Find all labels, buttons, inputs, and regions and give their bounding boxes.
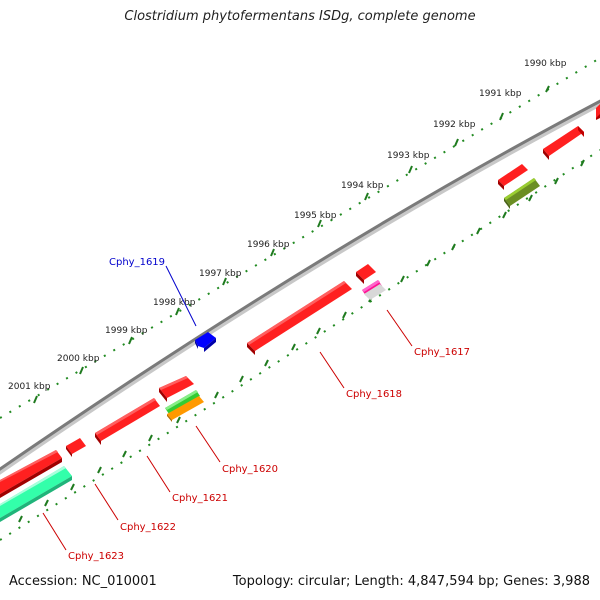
scale-label: 1995 kbp: [294, 211, 337, 221]
genome-backbone: [0, 99, 600, 475]
gene-label-cphy-1617[interactable]: Cphy_1617: [414, 347, 470, 358]
scale-label: 1992 kbp: [433, 120, 476, 130]
gene-cphy-1623-aqua[interactable]: [0, 466, 72, 522]
outer-scale-ring: [0, 57, 600, 419]
gene-cphy-1621[interactable]: [165, 390, 204, 422]
gene-cphy-1618[interactable]: [247, 281, 352, 355]
gene-label-cphy-1622[interactable]: Cphy_1622: [120, 522, 176, 533]
scale-label: 1990 kbp: [524, 59, 567, 69]
genome-summary-text: Topology: circular; Length: 4,847,594 bp…: [232, 574, 590, 589]
gene-features: [0, 104, 600, 522]
gene-label-leaders: [42, 265, 413, 551]
gene-label-cphy-1619[interactable]: Cphy_1619: [109, 257, 165, 268]
gene-label-cphy-1620[interactable]: Cphy_1620: [222, 464, 278, 475]
gene-label-cphy-1618[interactable]: Cphy_1618: [346, 389, 402, 400]
scale-label: 1994 kbp: [341, 181, 384, 191]
gene-label-cphy-1621[interactable]: Cphy_1621: [172, 493, 228, 504]
scale-label: 1996 kbp: [247, 240, 290, 250]
gene-forward-1993[interactable]: [498, 164, 528, 190]
gene-cphy-1617[interactable]: [356, 264, 376, 284]
gene-labels: Cphy_1617 Cphy_1618 Cphy_1619 Cphy_1620 …: [68, 257, 470, 562]
scale-label: 1999 kbp: [105, 326, 148, 336]
gene-label-cphy-1623[interactable]: Cphy_1623: [68, 551, 124, 562]
gene-cphy-1617-magenta[interactable]: [362, 280, 386, 300]
gene-forward-1991[interactable]: [543, 126, 584, 160]
gene-small-red[interactable]: [66, 438, 86, 457]
scale-labels: 1990 kbp 1991 kbp 1992 kbp 1993 kbp 1994…: [8, 59, 567, 392]
scale-label: 1998 kbp: [153, 298, 196, 308]
gene-top-right[interactable]: [596, 104, 600, 120]
accession-text: Accession: NC_010001: [9, 574, 157, 589]
map-title: Clostridium phytofermentans ISDg, comple…: [124, 9, 476, 24]
gene-cphy-1623-red[interactable]: [0, 450, 62, 498]
outer-scale-major-ticks: [33, 85, 550, 404]
scale-label: 2001 kbp: [8, 382, 51, 392]
scale-label: 1991 kbp: [479, 89, 522, 99]
scale-label: 2000 kbp: [57, 354, 100, 364]
gene-olive[interactable]: [504, 178, 540, 209]
scale-label: 1997 kbp: [199, 269, 242, 279]
scale-label: 1993 kbp: [387, 151, 430, 161]
gene-cphy-1620[interactable]: [159, 376, 194, 402]
gene-cphy-1622[interactable]: [95, 398, 160, 445]
gene-cphy-1619[interactable]: [195, 332, 216, 352]
